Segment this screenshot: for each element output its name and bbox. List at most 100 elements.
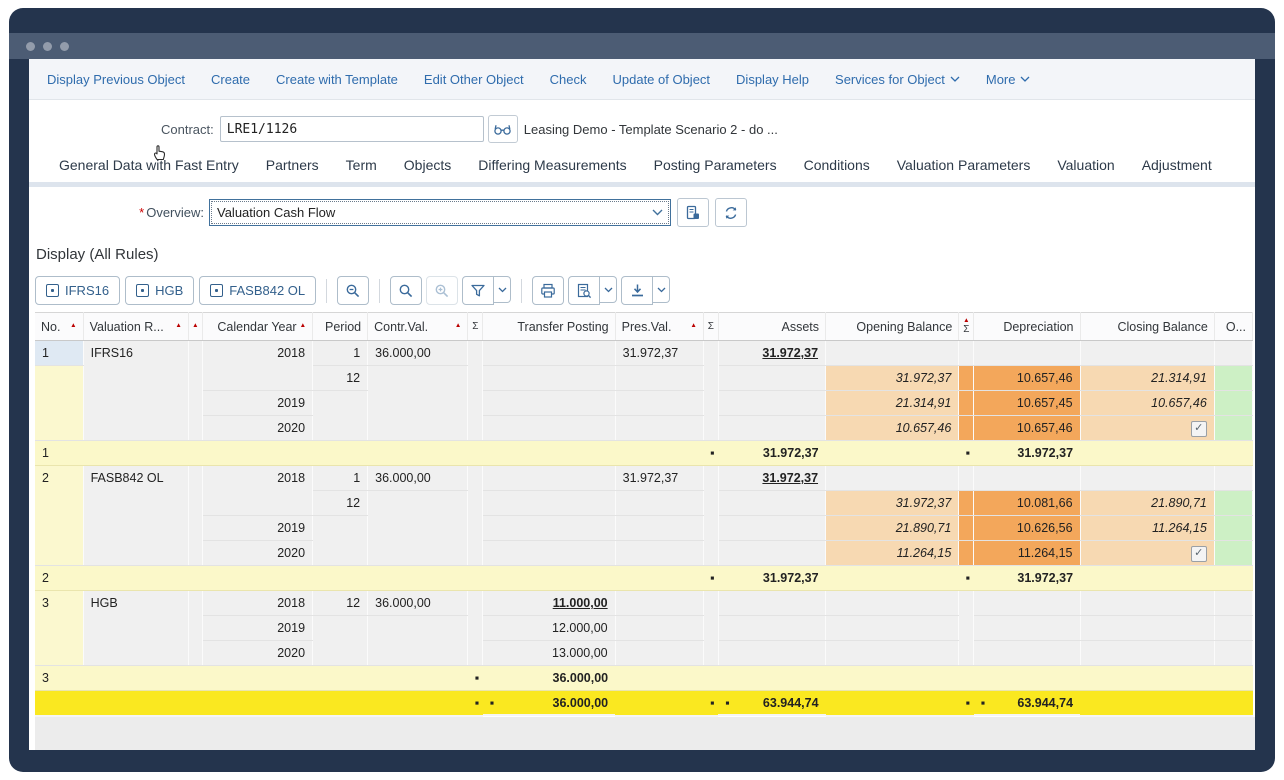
cell-sig3[interactable]: ▪ (958, 690, 974, 717)
column-header-more[interactable]: O... (1214, 312, 1254, 341)
cell-closing[interactable]: 21.314,91 (1080, 365, 1215, 391)
cell-contrval[interactable]: 36.000,00 (367, 465, 469, 491)
tab-posting-parameters[interactable]: Posting Parameters (653, 157, 777, 173)
view-menu-button[interactable] (600, 276, 618, 303)
cell-transfer[interactable]: 36.000,00 (482, 665, 616, 691)
cell-depreciation[interactable]: 11.264,15 (973, 540, 1081, 566)
tab-term[interactable]: Term (345, 157, 377, 173)
menubar-menu[interactable]: More (986, 72, 1031, 87)
column-header-year[interactable]: Calendar Year ▲ (202, 312, 314, 341)
column-header-no[interactable]: No. ▲ (35, 312, 84, 341)
cell-depreciation[interactable]: 10.081,66 (973, 490, 1081, 516)
column-header-period[interactable]: Period (312, 312, 369, 341)
cell-opening[interactable]: 31.972,37 (825, 490, 960, 516)
cell-year[interactable]: 2018 (202, 590, 314, 616)
tab-valuation[interactable]: Valuation (1057, 157, 1115, 173)
cell-sig1[interactable]: ▪ (467, 690, 483, 717)
column-header-sig2[interactable]: Σ (703, 312, 719, 341)
cell-presval[interactable]: 31.972,37 (615, 340, 704, 366)
cell-presval[interactable]: 31.972,37 (615, 465, 704, 491)
cell-transfer[interactable]: 12.000,00 (482, 615, 616, 641)
cell-depreciation[interactable]: 31.972,37 (973, 565, 1081, 591)
cell-sig2[interactable]: ▪ (703, 690, 719, 717)
cell-closing[interactable]: 11.264,15 (1080, 515, 1215, 541)
column-header-sig3[interactable]: ▲ Σ (958, 312, 975, 341)
cash-flow-display-button[interactable] (677, 198, 709, 227)
cell-period[interactable]: 1 (312, 340, 369, 366)
overview-select[interactable]: Valuation Cash Flow (209, 199, 671, 226)
column-header-presval[interactable]: Pres.Val. ▲ (615, 312, 704, 341)
cell-year[interactable]: 2018 (202, 340, 314, 391)
cell-period[interactable]: 12 (312, 590, 369, 616)
cell-no[interactable]: 2 (35, 465, 84, 566)
layout-variant-button-hgb[interactable]: HGB (125, 276, 195, 305)
print-button[interactable] (532, 276, 565, 305)
cell-opening[interactable]: 31.972,37 (825, 365, 960, 391)
cell-year[interactable]: 2020 (202, 540, 314, 566)
tab-objects[interactable]: Objects (403, 157, 452, 173)
refresh-button[interactable] (715, 198, 747, 227)
column-header-assets[interactable]: Assets (718, 312, 827, 341)
cell-year[interactable]: 2019 (202, 515, 314, 541)
cell-year[interactable]: 2019 (202, 615, 314, 641)
column-header-depreciation[interactable]: Depreciation (973, 312, 1081, 341)
cell-depreciation[interactable]: 31.972,37 (973, 440, 1081, 466)
cell-period[interactable]: 1 (312, 465, 369, 491)
cell-assets[interactable]: 31.972,37 (718, 340, 827, 366)
view-button[interactable] (568, 276, 601, 305)
cell-year[interactable]: 2020 (202, 640, 314, 666)
cell-depreciation[interactable]: 10.626,56 (973, 515, 1081, 541)
cell-depreciation[interactable]: 10.657,46 (973, 365, 1081, 391)
tab-valuation-parameters[interactable]: Valuation Parameters (896, 157, 1031, 173)
cell-sig2[interactable]: ▪ (703, 565, 719, 591)
cell-year[interactable]: 2019 (202, 390, 314, 416)
cell-no[interactable]: 1 (35, 440, 84, 466)
cell-opening[interactable]: 21.314,91 (825, 390, 960, 416)
column-header-closing[interactable]: Closing Balance (1080, 312, 1215, 341)
checkbox-checked[interactable]: ✓ (1190, 420, 1207, 437)
cell-sig3[interactable]: ▪ (958, 565, 974, 591)
menubar-item[interactable]: Update of Object (612, 71, 711, 87)
cell-no[interactable]: 2 (35, 565, 84, 591)
cell-depreciation[interactable]: ▪ 63.944,74 (973, 691, 1081, 716)
column-header-contrval[interactable]: Contr.Val. ▲ (367, 312, 469, 341)
tab-general-data-with-fast-entry[interactable]: General Data with Fast Entry (59, 157, 239, 173)
cell-year[interactable]: 2020 (202, 415, 314, 441)
layout-variant-button-ifrs16[interactable]: IFRS16 (35, 276, 121, 305)
menubar-item[interactable]: Edit Other Object (423, 71, 524, 87)
column-header-sig1[interactable]: Σ (467, 312, 484, 341)
cell-opening[interactable]: 11.264,15 (825, 540, 960, 566)
column-header-opening[interactable]: Opening Balance (825, 312, 960, 341)
cell-depreciation[interactable]: 10.657,46 (973, 415, 1081, 441)
column-header-sort[interactable]: ▲ (188, 312, 203, 341)
cell-assets[interactable]: 31.972,37 (718, 440, 826, 466)
menubar-menu[interactable]: Services for Object (835, 72, 960, 87)
cell-no[interactable]: 3 (35, 665, 84, 691)
cell-closing[interactable]: 10.657,46 (1080, 390, 1215, 416)
cell-rule[interactable]: IFRS16 (83, 340, 189, 441)
column-header-rule[interactable]: Valuation R... ▲ (83, 312, 189, 341)
window-titlebar[interactable] (9, 33, 1275, 59)
cell-no[interactable]: 1 (35, 340, 84, 366)
cell-transfer[interactable]: ▪ 36.000,00 (482, 691, 616, 716)
display-glasses-button[interactable] (487, 115, 518, 143)
export-button[interactable] (621, 276, 654, 305)
cell-sig2[interactable]: ▪ (703, 440, 719, 466)
cell-rule[interactable]: HGB (83, 590, 189, 666)
cell-contrval[interactable]: 36.000,00 (367, 340, 469, 366)
tab-conditions[interactable]: Conditions (803, 157, 870, 173)
menubar-item[interactable]: Display Help (736, 71, 810, 87)
cell-opening[interactable]: 10.657,46 (825, 415, 960, 441)
cell-assets[interactable]: 31.972,37 (718, 565, 826, 591)
cell-rule[interactable]: FASB842 OL (83, 465, 189, 566)
menubar-item[interactable]: Create (211, 71, 251, 87)
cell-year[interactable]: 2018 (202, 465, 314, 516)
cell-period[interactable]: 12 (312, 365, 369, 391)
layout-variant-button-fasb842-ol[interactable]: FASB842 OL (199, 276, 317, 305)
details-button[interactable] (337, 276, 370, 305)
search-button[interactable] (390, 276, 423, 305)
export-menu-button[interactable] (653, 276, 671, 303)
cell-sig1[interactable]: ▪ (467, 665, 483, 691)
filter-menu-button[interactable] (494, 276, 512, 303)
cell-transfer[interactable]: 11.000,00 (482, 590, 616, 616)
